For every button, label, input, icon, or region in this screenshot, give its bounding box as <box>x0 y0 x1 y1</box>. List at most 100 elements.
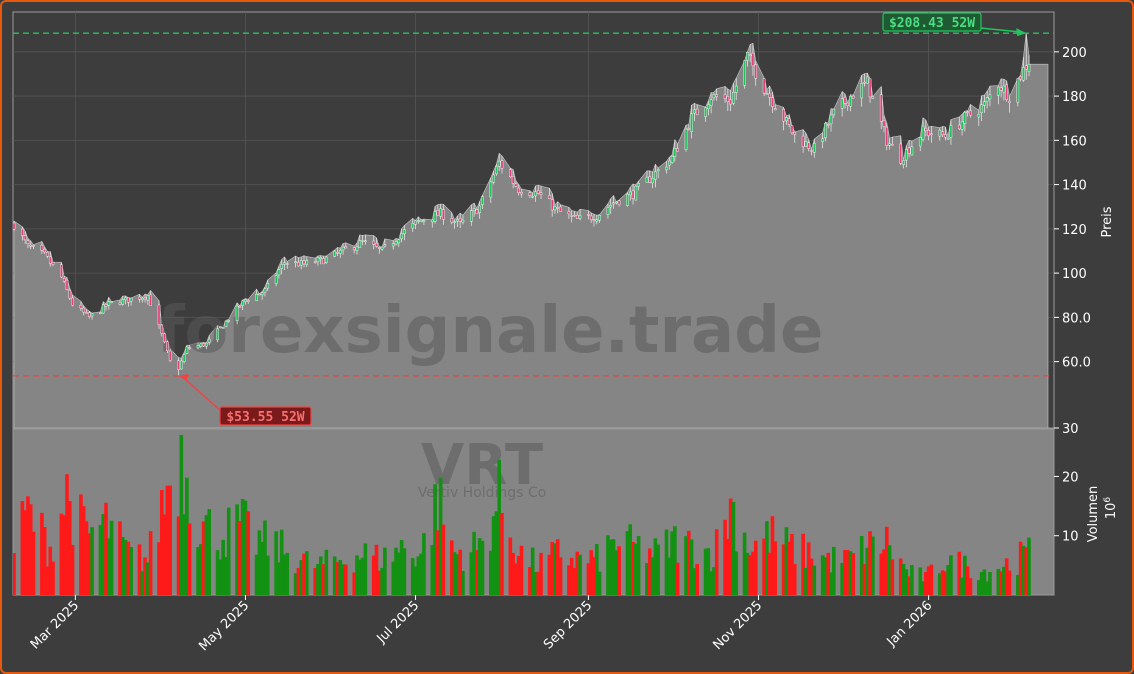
candle <box>628 187 632 201</box>
candle-body <box>391 243 395 247</box>
candle-body <box>274 275 278 284</box>
volume-bar <box>28 504 33 595</box>
candle-body <box>946 138 950 140</box>
candle-body <box>377 247 381 249</box>
candle-body <box>824 123 827 139</box>
candle <box>205 342 208 350</box>
candle-body <box>553 206 557 211</box>
candle <box>684 125 688 152</box>
volume-bar <box>904 569 909 595</box>
volume-tick-label: 20 <box>1062 470 1079 485</box>
candle-body <box>977 114 981 118</box>
candle <box>509 168 512 178</box>
volume-bar <box>907 576 911 595</box>
candle <box>196 342 200 350</box>
volume-bar <box>391 561 396 595</box>
candle-body <box>71 297 74 306</box>
candle <box>23 231 27 244</box>
volume-bar <box>723 519 727 595</box>
candle-body <box>104 304 108 307</box>
volume-bar <box>781 544 786 595</box>
candle <box>400 228 403 243</box>
candle-body <box>302 260 306 265</box>
candle <box>531 192 534 199</box>
candle-body <box>927 130 930 136</box>
volume-bar <box>98 525 103 595</box>
volume-bar <box>48 546 53 595</box>
candle <box>567 207 571 219</box>
volume-bar <box>23 510 27 595</box>
candle <box>316 255 320 266</box>
candle <box>358 234 362 248</box>
candle-body <box>695 108 699 116</box>
candle-body <box>849 96 852 107</box>
volume-bar <box>162 514 167 595</box>
candle-body <box>205 342 208 347</box>
candle <box>528 190 532 199</box>
candle <box>246 299 250 304</box>
candle-body <box>246 300 250 302</box>
volume-bar <box>929 564 934 595</box>
candle <box>129 297 133 306</box>
candle-body <box>999 87 1003 91</box>
candle-body <box>32 245 35 247</box>
candle <box>891 136 894 146</box>
volume-bar <box>491 516 496 595</box>
volume-bar <box>871 536 875 595</box>
candle-body <box>40 245 44 251</box>
candle-body <box>617 200 621 205</box>
volume-bars <box>13 434 1031 595</box>
volume-bar <box>494 511 499 595</box>
candle <box>99 311 102 315</box>
candle <box>68 288 72 301</box>
volume-bar <box>335 562 340 595</box>
candle-body <box>637 183 640 187</box>
volume-bar <box>924 572 928 595</box>
volume-bar <box>293 573 298 595</box>
candle-body <box>361 240 364 242</box>
candle-body <box>355 246 359 251</box>
candle-body <box>963 112 967 124</box>
volume-unit-base: 10 <box>1104 503 1119 520</box>
volume-bar <box>1007 570 1012 595</box>
candle <box>1016 78 1020 107</box>
candle <box>589 212 593 223</box>
candle <box>456 215 459 227</box>
volume-bar <box>438 477 443 595</box>
volume-bar <box>949 555 953 595</box>
volume-bar <box>419 553 423 595</box>
volume-bar <box>547 554 552 595</box>
candle <box>297 257 300 267</box>
candle-body <box>690 113 693 132</box>
candle <box>832 108 836 119</box>
candle-body <box>520 192 523 195</box>
candle-body <box>615 201 618 204</box>
x-tick-label: Jan 2026 <box>884 598 936 650</box>
volume-bar <box>572 568 577 595</box>
candle-body <box>960 121 964 130</box>
volume-bar <box>449 540 454 595</box>
volume-bar <box>282 554 287 595</box>
candle-body <box>899 143 903 164</box>
volume-bar <box>165 485 170 595</box>
candle <box>107 297 111 310</box>
candle-body <box>832 108 836 116</box>
volume-bar <box>187 523 192 595</box>
candle <box>1008 96 1011 113</box>
candle <box>124 295 127 305</box>
volume-bar <box>558 557 563 595</box>
candle-body <box>294 261 297 264</box>
candle <box>1002 79 1006 101</box>
candle-body <box>567 211 571 215</box>
candle-body <box>140 297 144 301</box>
candle-body <box>101 304 105 314</box>
low-52w-arrow <box>182 376 223 413</box>
candle <box>751 43 755 76</box>
volume-bar <box>277 562 281 595</box>
candle <box>40 241 44 254</box>
candle <box>829 108 833 132</box>
volume-bar <box>979 571 984 595</box>
volume-bar <box>918 567 923 595</box>
candle <box>472 203 476 217</box>
volume-tick-label: 10 <box>1062 530 1079 545</box>
